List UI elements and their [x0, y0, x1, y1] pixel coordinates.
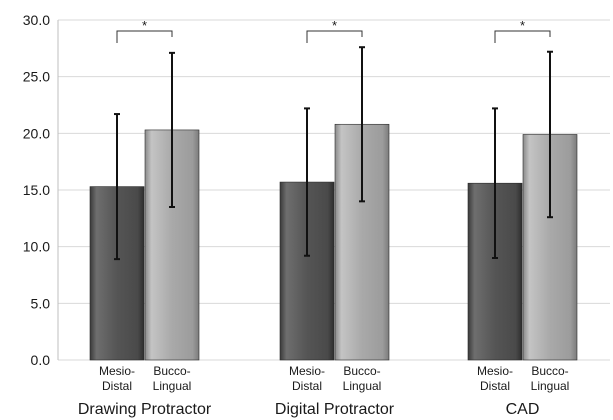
bar-category-label: Mesio- — [289, 364, 325, 378]
error-bars — [114, 46, 553, 261]
significance-marker: * — [520, 18, 525, 33]
significance-bracket — [306, 30, 363, 43]
y-tick-label: 5.0 — [31, 295, 51, 311]
bar-category-label: Lingual — [531, 379, 570, 393]
y-tick-label: 0.0 — [31, 352, 51, 368]
significance-marker: * — [142, 18, 147, 33]
significance-bracket — [494, 30, 551, 43]
group-label: CAD — [506, 401, 540, 418]
bar-category-label: Bucco- — [153, 364, 190, 378]
bar-category-label: Mesio- — [477, 364, 513, 378]
significance-marker: * — [332, 18, 337, 33]
significance-bracket — [116, 30, 173, 43]
y-axis: 0.0 5.0 10.0 15.0 20.0 25.0 30.0 — [23, 12, 59, 368]
bar-category-label: Distal — [292, 379, 322, 393]
y-tick-label: 25.0 — [23, 69, 50, 85]
bar-category-label: Lingual — [343, 379, 382, 393]
bar-category-label: Lingual — [153, 379, 192, 393]
bar-category-label: Distal — [480, 379, 510, 393]
y-tick-label: 30.0 — [23, 12, 50, 28]
bar-category-label: Bucco- — [343, 364, 380, 378]
group-label: Digital Protractor — [275, 401, 395, 418]
bar-category-label: Bucco- — [531, 364, 568, 378]
y-tick-label: 15.0 — [23, 182, 50, 198]
bar-bucco-lingual — [334, 123, 390, 361]
y-tick-label: 10.0 — [23, 239, 50, 255]
bar-category-label: Distal — [102, 379, 132, 393]
y-tick-label: 20.0 — [23, 125, 50, 141]
significance-brackets: * * * — [116, 18, 551, 43]
group-label: Drawing Protractor — [78, 401, 212, 418]
bar-category-label: Mesio- — [99, 364, 135, 378]
bars — [89, 123, 578, 361]
